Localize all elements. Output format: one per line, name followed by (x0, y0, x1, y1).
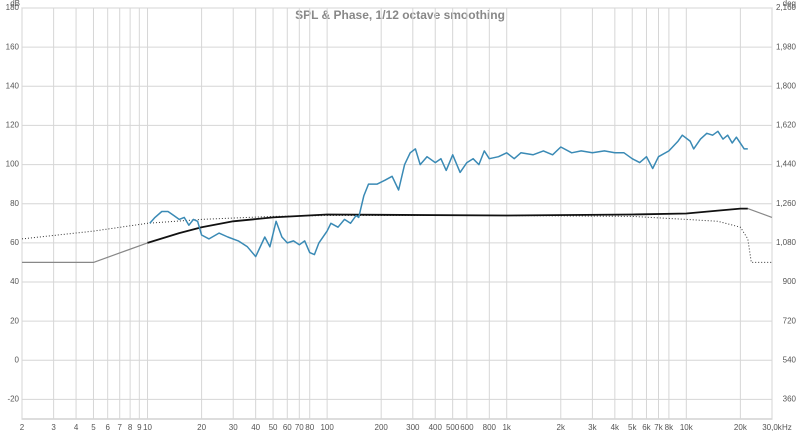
x-tick-label: 6k (642, 423, 651, 432)
y-tick-label: 100 (6, 160, 20, 169)
y-tick-label: 20 (10, 316, 19, 325)
x-tick-label: 600 (460, 423, 474, 432)
x-tick-label: 400 (429, 423, 443, 432)
series-line (21, 215, 772, 263)
y2-tick-label: 360 (783, 395, 797, 404)
series-line (149, 130, 748, 258)
x-tick-label: 3 (51, 423, 56, 432)
y-tick-label: 160 (6, 42, 20, 51)
series-line (147, 207, 748, 244)
y-tick-label: -20 (7, 395, 19, 404)
x-tick-label: 40 (251, 423, 260, 432)
x-tick-label: 10 (143, 423, 152, 432)
x-tick-label: 100 (320, 423, 334, 432)
x-tick-label: 8 (128, 423, 133, 432)
x-tick-label: 9 (137, 423, 142, 432)
x-tick-label: 5 (91, 423, 96, 432)
x-tick-label: 80 (305, 423, 314, 432)
y2-tick-label: 1,080 (776, 238, 797, 247)
y2-tick-label: 2,160 (776, 3, 797, 12)
x-tick-label: 20 (197, 423, 206, 432)
x-tick-label: 30,0k (762, 423, 783, 432)
x-tick-label: 5k (628, 423, 637, 432)
x-tick-label: 7 (117, 423, 122, 432)
x-tick-label: 8k (665, 423, 674, 432)
x-tick-label: 6 (105, 423, 110, 432)
y2-tick-label: 1,260 (776, 199, 797, 208)
x-tick-label: 7k (654, 423, 663, 432)
y-tick-label: 40 (10, 277, 19, 286)
y2-tick-label: 1,620 (776, 121, 797, 130)
y-unit: dB (10, 0, 20, 8)
x-tick-label: 4 (74, 423, 79, 432)
y2-tick-label: 1,440 (776, 160, 797, 169)
x-tick-label: 1k (502, 423, 511, 432)
y2-unit: deg (783, 0, 796, 8)
x-tick-label: 2k (557, 423, 566, 432)
y2-tick-label: 720 (783, 316, 797, 325)
x-tick-label: 3k (588, 423, 597, 432)
x-tick-label: 10k (680, 423, 694, 432)
y-tick-label: 80 (10, 199, 19, 208)
y-tick-label: 180 (6, 3, 20, 12)
y2-tick-label: 1,800 (776, 81, 797, 90)
x-unit: Hz (782, 423, 792, 432)
y-tick-label: 140 (6, 81, 20, 90)
x-tick-label: 4k (611, 423, 620, 432)
series-line (22, 208, 773, 263)
x-tick-label: 70 (295, 423, 304, 432)
x-tick-label: 200 (375, 423, 389, 432)
x-tick-label: 20k (734, 423, 748, 432)
y2-tick-label: 900 (783, 277, 797, 286)
y-tick-label: 120 (6, 121, 20, 130)
x-tick-label: 500 (446, 423, 460, 432)
y-tick-label: 60 (10, 238, 19, 247)
y2-tick-label: 540 (783, 355, 797, 364)
x-tick-label: 300 (406, 423, 420, 432)
x-tick-label: 50 (269, 423, 278, 432)
x-tick-label: 60 (283, 423, 292, 432)
y-tick-label: 0 (15, 355, 20, 364)
x-tick-label: 800 (483, 423, 497, 432)
chart-title: SPL & Phase, 1/12 octave smoothing (295, 8, 505, 22)
y2-tick-label: 1,980 (776, 42, 797, 51)
x-tick-label: 30 (229, 423, 238, 432)
x-tick-label: 2 (20, 423, 25, 432)
